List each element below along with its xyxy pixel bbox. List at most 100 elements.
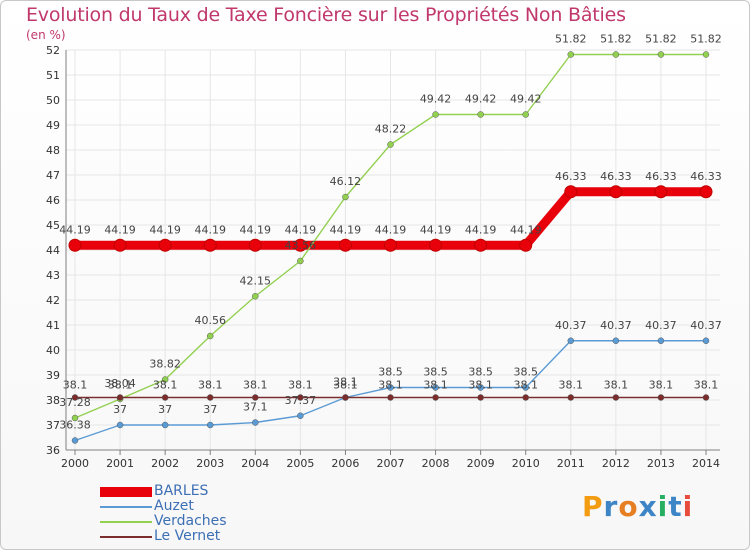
data-label: 44.19 <box>375 223 407 236</box>
data-point <box>68 238 82 252</box>
data-point <box>657 51 665 58</box>
data-point <box>387 394 394 401</box>
y-tick-label: 36 <box>46 444 60 457</box>
data-point <box>432 394 439 401</box>
x-tick-label: 2011 <box>557 457 585 470</box>
data-point <box>297 412 304 419</box>
data-label: 38.1 <box>468 379 493 392</box>
data-point <box>702 51 710 58</box>
data-label: 38.1 <box>559 379 584 392</box>
data-label: 38.1 <box>63 379 88 392</box>
data-label: 44.19 <box>510 223 542 236</box>
data-label: 38.1 <box>108 379 133 392</box>
legend-swatch <box>100 506 152 508</box>
data-label: 38.1 <box>243 379 268 392</box>
data-point <box>657 337 665 344</box>
x-tick-label: 2004 <box>241 457 269 470</box>
data-label: 38.1 <box>378 379 403 392</box>
data-label: 40.37 <box>690 319 722 332</box>
data-point <box>252 293 259 300</box>
data-point <box>522 394 529 401</box>
unit-label: (en %) <box>26 28 66 42</box>
data-point <box>612 394 620 401</box>
legend-label: Verdaches <box>154 513 227 529</box>
y-tick-label: 52 <box>46 44 60 57</box>
x-tick-label: 2007 <box>377 457 405 470</box>
data-point <box>702 394 710 401</box>
data-label: 46.12 <box>330 175 362 188</box>
y-tick-label: 37 <box>46 419 60 432</box>
y-tick-label: 42 <box>46 294 60 307</box>
y-tick-label: 40 <box>46 344 60 357</box>
data-point <box>71 437 79 444</box>
data-point <box>564 185 578 199</box>
y-tick-label: 45 <box>46 219 60 232</box>
data-label: 38.1 <box>288 379 313 392</box>
data-label: 38.1 <box>333 379 358 392</box>
data-point <box>248 238 262 252</box>
x-tick-label: 2002 <box>151 457 179 470</box>
data-label: 37.28 <box>59 396 91 409</box>
data-label: 38.5 <box>423 366 448 379</box>
data-point <box>206 394 214 401</box>
data-point <box>654 185 668 199</box>
x-tick-label: 2006 <box>331 457 359 470</box>
legend-label: BARLES <box>154 483 209 499</box>
data-label: 38.5 <box>468 366 493 379</box>
x-tick-label: 2005 <box>286 457 314 470</box>
data-point <box>338 238 352 252</box>
data-label: 49.42 <box>420 93 452 106</box>
data-label: 44.19 <box>240 223 272 236</box>
data-point <box>429 238 443 252</box>
data-label: 40.37 <box>555 319 587 332</box>
data-point <box>609 185 623 199</box>
legend-swatch <box>100 521 152 523</box>
data-point <box>203 238 217 252</box>
data-point <box>387 384 394 391</box>
data-label: 38.1 <box>198 379 223 392</box>
data-point <box>567 51 575 58</box>
x-tick-label: 2003 <box>196 457 224 470</box>
data-point <box>252 419 259 426</box>
data-label: 37.1 <box>243 401 268 414</box>
data-point <box>116 421 124 429</box>
data-label: 46.33 <box>645 170 677 183</box>
x-tick-label: 2013 <box>647 457 675 470</box>
y-tick-label: 48 <box>46 144 60 157</box>
data-label: 38.82 <box>149 358 181 371</box>
data-label: 49.42 <box>465 93 497 106</box>
data-point <box>206 332 214 340</box>
data-label: 42.15 <box>240 274 272 287</box>
data-point <box>71 394 79 401</box>
data-label: 40.37 <box>645 319 677 332</box>
data-label: 51.82 <box>645 33 677 46</box>
data-label: 38.1 <box>513 379 538 392</box>
data-point <box>567 337 575 344</box>
legend-label: Le Vernet <box>154 528 221 544</box>
data-label: 48.22 <box>375 123 407 136</box>
y-tick-label: 38 <box>46 394 60 407</box>
data-point <box>297 257 304 265</box>
data-label: 38.04 <box>104 377 136 390</box>
data-label: 38.1 <box>694 379 719 392</box>
x-tick-label: 2012 <box>602 457 630 470</box>
data-label: 44.19 <box>465 223 497 236</box>
data-label: 51.82 <box>555 33 587 46</box>
data-point <box>158 238 172 252</box>
data-point <box>252 394 259 401</box>
x-tick-label: 2014 <box>692 457 720 470</box>
data-point <box>297 394 304 401</box>
data-label: 46.33 <box>555 170 587 183</box>
data-point <box>477 111 484 118</box>
data-point <box>206 421 214 429</box>
y-tick-label: 49 <box>46 119 60 132</box>
data-point <box>477 394 484 401</box>
data-point <box>161 394 169 401</box>
x-tick-label: 2009 <box>467 457 495 470</box>
data-label: 44.19 <box>285 223 317 236</box>
x-tick-label: 2000 <box>61 457 89 470</box>
legend-swatch <box>100 487 152 497</box>
data-point <box>161 421 169 429</box>
data-point <box>161 376 169 383</box>
